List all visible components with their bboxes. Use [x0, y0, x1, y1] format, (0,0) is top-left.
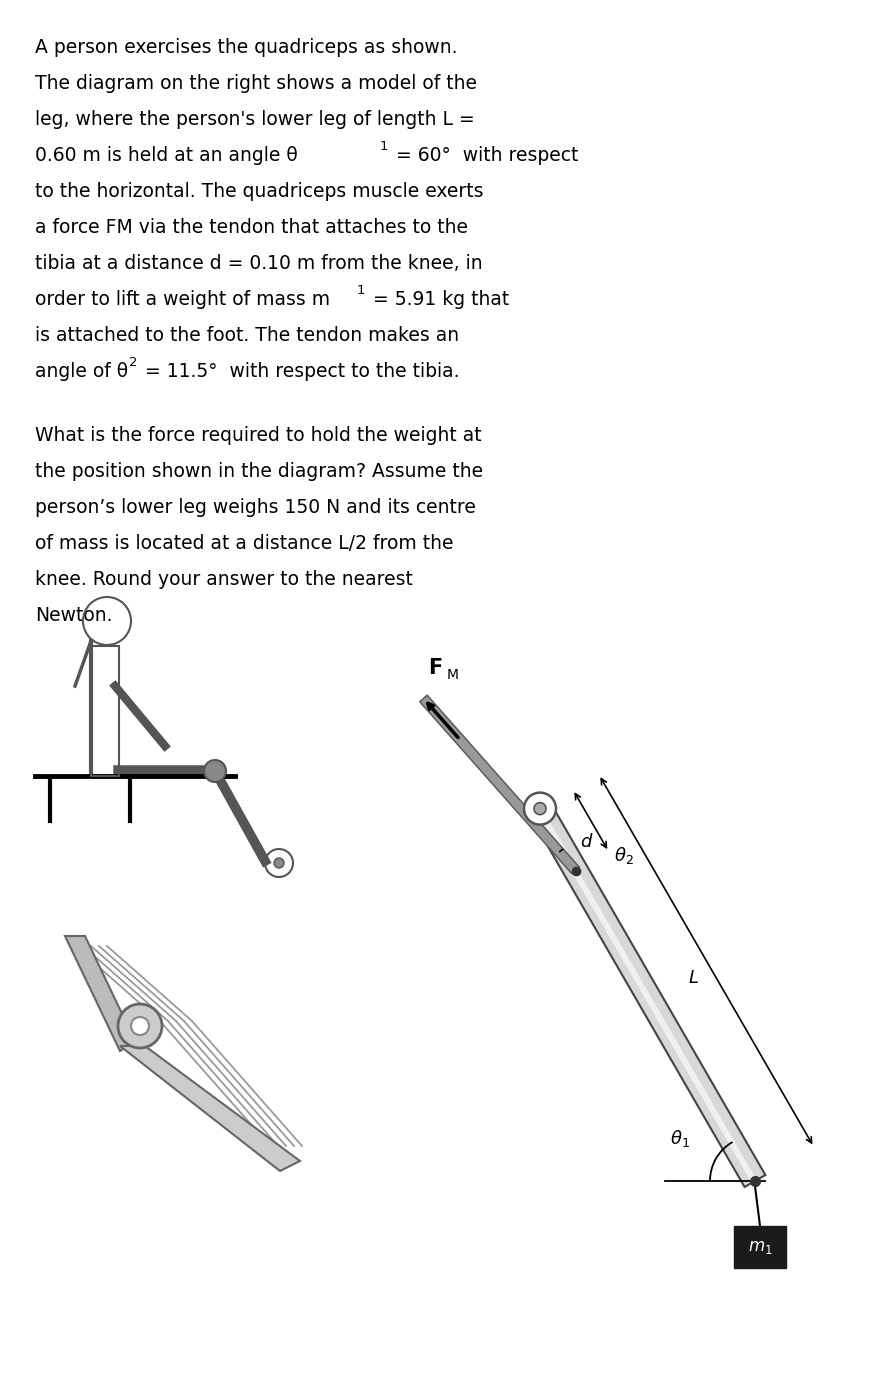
Text: leg, where the person's lower leg of length L =: leg, where the person's lower leg of len…	[35, 110, 474, 128]
Text: knee. Round your answer to the nearest: knee. Round your answer to the nearest	[35, 570, 413, 589]
Text: A person exercises the quadriceps as shown.: A person exercises the quadriceps as sho…	[35, 38, 457, 57]
Text: angle of θ: angle of θ	[35, 362, 128, 381]
Text: is attached to the foot. The tendon makes an: is attached to the foot. The tendon make…	[35, 327, 459, 345]
Polygon shape	[536, 808, 757, 1182]
Text: to the horizontal. The quadriceps muscle exerts: to the horizontal. The quadriceps muscle…	[35, 181, 483, 201]
Text: 1: 1	[357, 283, 365, 297]
Text: tibia at a distance d = 0.10 m from the knee, in: tibia at a distance d = 0.10 m from the …	[35, 254, 482, 274]
Polygon shape	[529, 803, 766, 1187]
Bar	[734, 1226, 786, 1268]
Text: What is the force required to hold the weight at: What is the force required to hold the w…	[35, 426, 481, 445]
Text: 0.60 m is held at an angle θ: 0.60 m is held at an angle θ	[35, 147, 298, 165]
Text: 2: 2	[129, 356, 137, 369]
Text: the position shown in the diagram? Assume the: the position shown in the diagram? Assum…	[35, 462, 483, 482]
Circle shape	[204, 759, 226, 782]
Text: d: d	[580, 832, 592, 850]
Text: L: L	[688, 969, 699, 987]
Text: The diagram on the right shows a model of the: The diagram on the right shows a model o…	[35, 74, 477, 94]
Text: = 60°  with respect: = 60° with respect	[390, 147, 579, 165]
Text: = 5.91 kg that: = 5.91 kg that	[367, 290, 509, 309]
Circle shape	[524, 793, 556, 825]
Text: Newton.: Newton.	[35, 606, 112, 625]
Text: M: M	[447, 669, 459, 683]
Bar	[91, 646, 119, 776]
Circle shape	[274, 859, 284, 868]
Polygon shape	[420, 695, 580, 874]
Circle shape	[534, 803, 546, 815]
Text: = 11.5°  with respect to the tibia.: = 11.5° with respect to the tibia.	[139, 362, 460, 381]
Polygon shape	[120, 1046, 300, 1171]
Text: $\theta_2$: $\theta_2$	[614, 845, 634, 866]
Text: 1: 1	[380, 140, 388, 154]
Text: $m_1$: $m_1$	[747, 1238, 773, 1256]
Text: $\theta_1$: $\theta_1$	[670, 1128, 690, 1149]
Text: person’s lower leg weighs 150 N and its centre: person’s lower leg weighs 150 N and its …	[35, 498, 476, 517]
Text: $\mathbf{F}$: $\mathbf{F}$	[428, 659, 443, 678]
Circle shape	[118, 1004, 162, 1048]
Text: a force FM via the tendon that attaches to the: a force FM via the tendon that attaches …	[35, 218, 468, 237]
Circle shape	[131, 1018, 149, 1034]
Text: of mass is located at a distance L/2 from the: of mass is located at a distance L/2 fro…	[35, 535, 454, 553]
Polygon shape	[65, 935, 135, 1051]
Text: order to lift a weight of mass m: order to lift a weight of mass m	[35, 290, 330, 309]
